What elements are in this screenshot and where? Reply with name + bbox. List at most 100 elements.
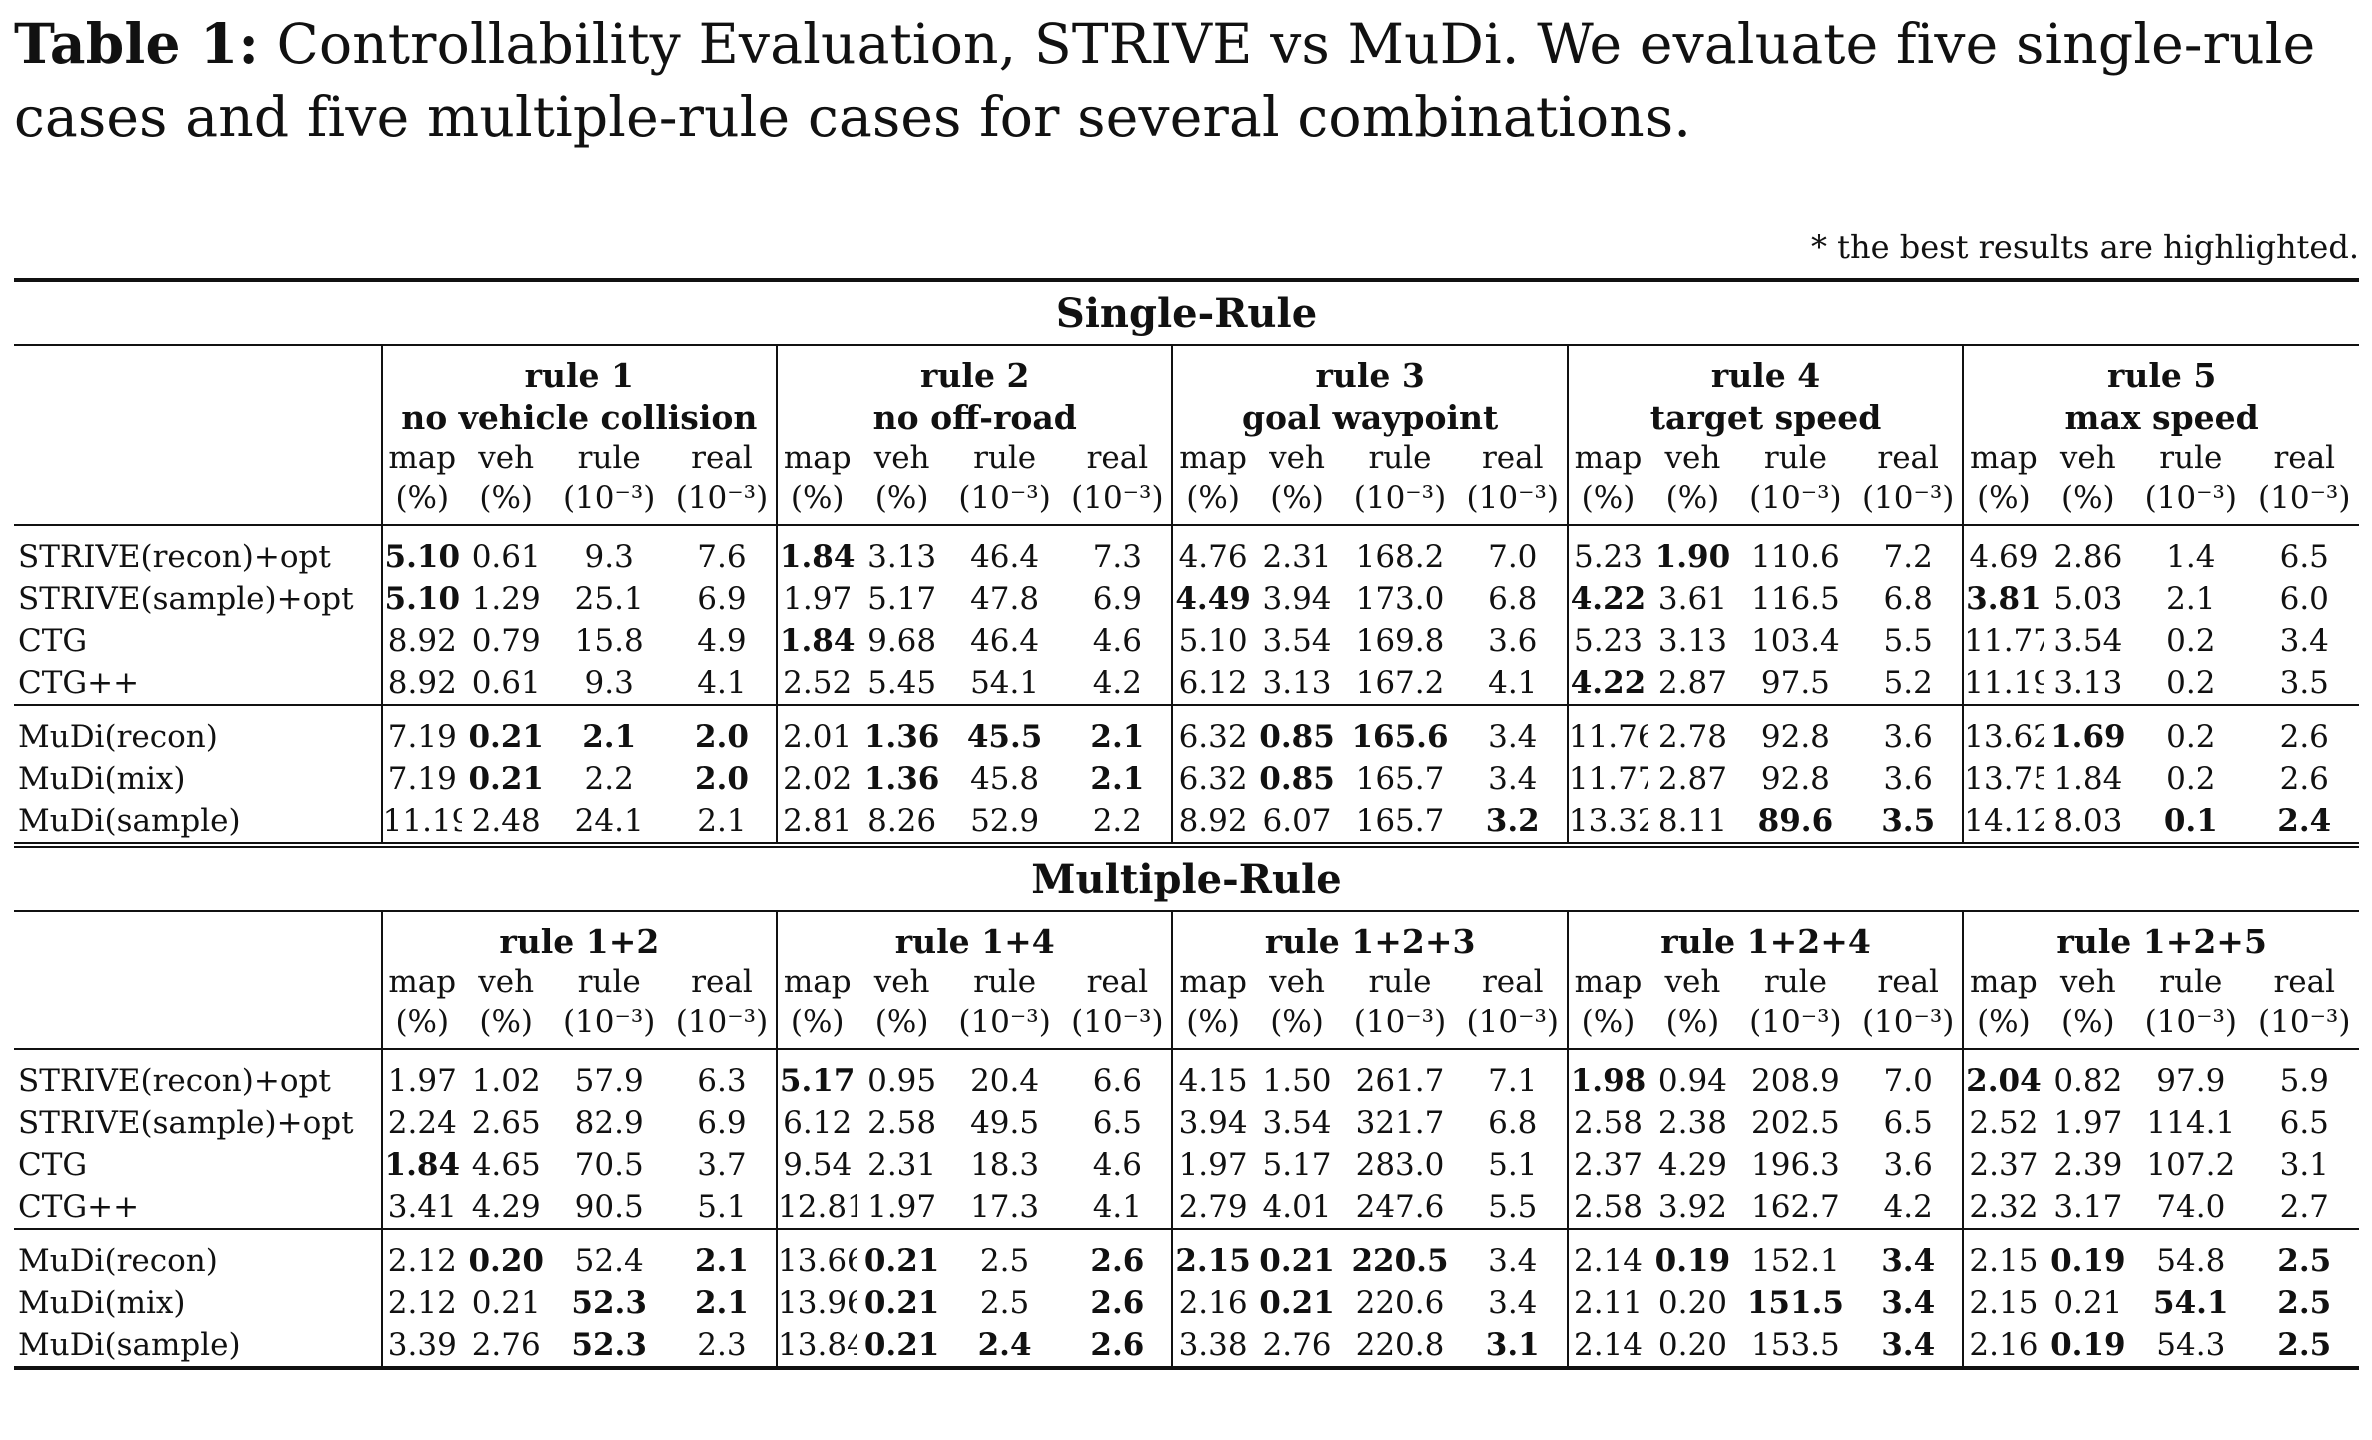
group-title: rule 4: [1566, 344, 1964, 396]
column-unit: (%): [479, 1004, 534, 1040]
value-cell: 11.19: [380, 800, 462, 845]
value-cell: 6.6: [1063, 1048, 1173, 1102]
value-cell: 4.65: [471, 1147, 541, 1183]
value-cell: 2.15: [1962, 1228, 2044, 1282]
column-name: map: [1566, 438, 1649, 478]
group-subtitle: max speed: [1962, 396, 2359, 438]
value-cell: 5.10: [380, 578, 462, 620]
value-cell: 1.97: [380, 1048, 462, 1102]
value-cell: 2.1: [550, 704, 668, 758]
value-cell: 6.9: [1092, 581, 1143, 617]
value-cell: 2.76: [1252, 1324, 1342, 1370]
value-cell: 220.5: [1341, 1228, 1459, 1282]
column-name: real: [1877, 440, 1939, 476]
method-name: MuDi(recon): [14, 1228, 382, 1282]
value-cell: 1.50: [1252, 1048, 1342, 1102]
value-cell: 2.58: [1566, 1102, 1649, 1144]
value-cell: 0.61: [461, 524, 551, 578]
value-cell: 4.9: [697, 623, 747, 659]
value-cell: 9.68: [867, 623, 937, 659]
value-cell: 8.26: [867, 803, 937, 839]
value-cell: 153.5: [1736, 1324, 1855, 1370]
group-title: rule 1+2+3: [1171, 910, 1568, 962]
value-cell: 11.77: [1566, 758, 1649, 800]
value-cell: 2.86: [2043, 524, 2133, 578]
column-name-row: map veh rule real map veh rule real map veh rule re…: [14, 438, 2359, 478]
value-cell: 321.7: [1355, 1105, 1445, 1141]
value-cell: 2.5: [2277, 1285, 2332, 1321]
value-cell: 4.6: [1092, 623, 1143, 659]
value-cell: 2.14: [1566, 1324, 1649, 1370]
value-cell: 5.5: [1883, 623, 1933, 659]
value-cell: 3.4: [2279, 623, 2329, 659]
value-cell: 2.1: [667, 1228, 778, 1282]
value-cell: 165.7: [1355, 803, 1445, 839]
group-subtitle-row: no vehicle collision no off-road goal wayp…: [14, 396, 2359, 438]
value-cell: 4.22: [1566, 578, 1649, 620]
value-cell: 1.84: [776, 620, 858, 662]
value-cell: 3.94: [1171, 1102, 1253, 1144]
value-cell: 3.39: [380, 1324, 462, 1370]
value-cell: 5.17: [1262, 1147, 1332, 1183]
value-cell: 0.19: [2043, 1228, 2133, 1282]
value-cell: 2.12: [380, 1282, 462, 1324]
value-cell: 4.69: [1962, 524, 2044, 578]
value-cell: 2.2: [1092, 803, 1143, 839]
column-name: real: [691, 964, 753, 1000]
value-cell: 2.58: [867, 1105, 937, 1141]
value-cell: 4.2: [1092, 665, 1143, 701]
value-cell: 6.8: [1488, 581, 1538, 617]
column-name: map: [1962, 438, 2044, 478]
value-cell: 169.8: [1355, 623, 1445, 659]
group-subtitle: no off-road: [776, 396, 1173, 438]
value-cell: 2.1: [694, 1285, 749, 1321]
value-cell: 7.0: [1458, 524, 1568, 578]
value-cell: 2.1: [2166, 581, 2216, 617]
value-cell: 6.07: [1262, 803, 1332, 839]
value-cell: 3.38: [1171, 1324, 1253, 1370]
value-cell: 2.1: [1090, 761, 1145, 797]
value-cell: 13.62: [1962, 704, 2044, 758]
method-name: CTG: [18, 623, 88, 659]
column-name: map: [380, 962, 462, 1002]
column-unit: (%): [1665, 1004, 1720, 1040]
value-cell: 0.94: [1648, 1048, 1737, 1102]
value-cell: 2.6: [1063, 1324, 1173, 1370]
value-cell: 7.19: [380, 758, 462, 800]
value-cell: 6.8: [1488, 1105, 1538, 1141]
value-cell: 9.3: [550, 524, 668, 578]
column-name: veh: [1269, 440, 1325, 476]
table-row: CTG 1.84 4.65 70.5 3.7 9.54 2.31 18.3 4.6 1.97 5.1…: [14, 1144, 2359, 1186]
column-name: rule: [1763, 964, 1827, 1000]
value-cell: 5.17: [867, 581, 937, 617]
column-name: veh: [1664, 440, 1721, 476]
table-row: STRIVE(recon)+opt 5.10 0.61 9.3 7.6 1.84 3.13 4…: [14, 524, 2359, 578]
value-cell: 52.4: [550, 1228, 668, 1282]
column-name: veh: [1664, 964, 1721, 1000]
value-cell: 2.7: [2279, 1189, 2329, 1225]
value-cell: 2.76: [461, 1324, 551, 1370]
method-name: CTG: [18, 1147, 88, 1183]
table-row: CTG 8.92 0.79 15.8 4.9 1.84 9.68 46.4 4.6 5.10 3.5…: [14, 620, 2359, 662]
column-unit: (10⁻³): [1466, 1004, 1559, 1040]
column-unit: (10⁻³): [2144, 1004, 2238, 1040]
value-cell: 24.1: [574, 803, 644, 839]
value-cell: 165.7: [1355, 761, 1445, 797]
column-unit: (%): [874, 1004, 929, 1040]
method-name: CTG++: [18, 665, 140, 701]
column-name: map: [1962, 962, 2044, 1002]
value-cell: 2.16: [1962, 1324, 2044, 1370]
corner-cell: [14, 396, 382, 438]
value-cell: 2.04: [1962, 1048, 2044, 1102]
column-name: real: [1877, 964, 1939, 1000]
value-cell: 2.87: [1657, 665, 1727, 701]
value-cell: 17.3: [970, 1189, 1040, 1225]
value-cell: 0.2: [2166, 665, 2216, 701]
value-cell: 7.19: [380, 704, 462, 758]
value-cell: 2.02: [776, 758, 858, 800]
value-cell: 2.37: [1566, 1144, 1649, 1186]
section-title: Single-Rule: [14, 278, 2359, 345]
value-cell: 0.21: [468, 761, 544, 797]
value-cell: 116.5: [1751, 581, 1840, 617]
value-cell: 3.5: [1881, 803, 1936, 839]
